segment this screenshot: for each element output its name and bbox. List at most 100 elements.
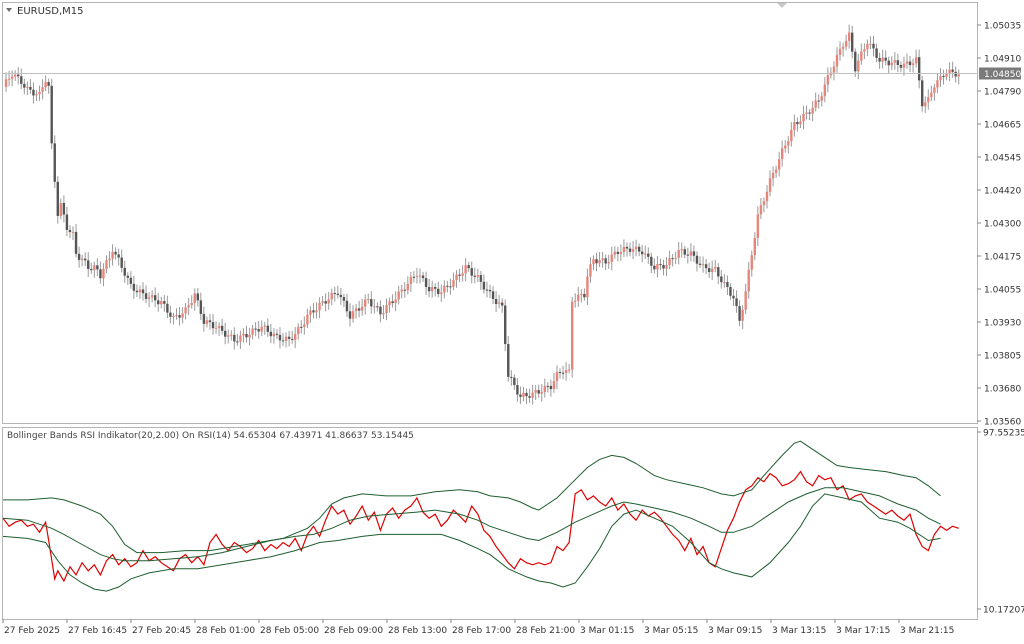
- candle-body: [129, 277, 133, 284]
- candle-body: [434, 287, 437, 289]
- candle-body: [625, 246, 629, 249]
- candle-body: [564, 370, 568, 373]
- candle-body: [13, 74, 17, 77]
- candle-body: [324, 301, 327, 304]
- candle-body: [364, 299, 367, 307]
- candle-body: [415, 275, 419, 277]
- candle-body: [114, 251, 117, 255]
- price-tick-label: 1.04055: [984, 286, 1021, 296]
- candle-body: [269, 331, 273, 337]
- candle-body: [214, 327, 218, 329]
- candle-body: [479, 275, 483, 282]
- candle-body: [924, 102, 927, 107]
- candle-body: [102, 268, 105, 279]
- candle-body: [440, 292, 443, 295]
- candle-body: [297, 326, 300, 334]
- candle-body: [470, 268, 473, 276]
- time-axis: 27 Feb 2025 27 Feb 16:45 27 Feb 20:45 28 Fe…: [2, 619, 954, 636]
- candle-body: [443, 285, 446, 293]
- candle-body: [768, 178, 772, 192]
- candle-body: [160, 301, 163, 305]
- candle-body: [263, 325, 266, 327]
- indicator-line-middle: [2, 487, 941, 562]
- candle-body: [163, 301, 166, 304]
- candle-body: [379, 306, 382, 315]
- candle-body: [832, 66, 836, 73]
- candle-body: [519, 394, 522, 397]
- candle-body: [598, 260, 601, 264]
- candle-body: [245, 333, 248, 338]
- candle-body: [233, 334, 236, 342]
- candle-body: [580, 293, 583, 295]
- candle-body: [686, 254, 690, 256]
- candle-body: [784, 145, 787, 149]
- candle-body: [409, 276, 413, 284]
- candle-body: [595, 259, 598, 264]
- candle-body: [619, 252, 623, 254]
- candle-body: [169, 312, 172, 317]
- candle-body: [723, 282, 726, 284]
- candle-body: [367, 299, 370, 301]
- candle-body: [914, 57, 918, 64]
- candle-body: [647, 253, 650, 257]
- collapse-arrow-icon[interactable]: [6, 8, 12, 12]
- candle-body: [80, 258, 84, 260]
- candle-body: [613, 251, 616, 255]
- candle-body: [300, 326, 303, 328]
- candle-body: [841, 46, 845, 49]
- candle-body: [707, 268, 711, 273]
- candle-body: [150, 295, 154, 298]
- candle-body: [354, 308, 358, 312]
- candle-body: [927, 97, 930, 103]
- candle-body: [41, 87, 44, 92]
- candle-body: [586, 276, 589, 298]
- candle-body: [537, 390, 540, 394]
- candle-body: [403, 289, 406, 291]
- candle-body: [777, 159, 781, 170]
- candle-body: [552, 381, 556, 390]
- price-tick-label: 1.03680: [984, 385, 1021, 395]
- candle-body: [427, 286, 431, 292]
- candle-body: [744, 291, 747, 310]
- candle-body: [294, 333, 297, 340]
- candle-body: [321, 301, 324, 303]
- candle-body: [190, 302, 193, 306]
- price-tick-label: 1.03930: [984, 319, 1021, 329]
- candle-body: [704, 264, 708, 269]
- candle-body: [872, 43, 875, 49]
- candle-body: [421, 275, 425, 279]
- current-price-label: 1.04850: [984, 70, 1021, 80]
- shift-marker-icon[interactable]: [777, 3, 787, 8]
- candle-body: [412, 276, 416, 278]
- candle-body: [589, 264, 592, 277]
- candle-body: [677, 250, 680, 258]
- candle-body: [10, 76, 14, 79]
- candle-body: [394, 299, 397, 304]
- candle-body: [957, 74, 960, 77]
- candle-body: [181, 313, 184, 318]
- candle-body: [543, 385, 546, 393]
- candle-body: [826, 75, 830, 85]
- candle-body: [631, 249, 635, 252]
- candle-body: [732, 295, 735, 299]
- candle-body: [44, 82, 47, 88]
- candle-body: [628, 248, 632, 252]
- candle-body: [284, 336, 288, 341]
- time-tick-label: 27 Feb 2025: [4, 626, 60, 636]
- candle-body: [674, 257, 677, 259]
- candle-body: [857, 60, 860, 72]
- candle-body: [211, 322, 215, 329]
- candle-body: [220, 325, 224, 331]
- candle-body: [7, 78, 11, 80]
- candle-body: [793, 122, 796, 130]
- candle-body: [290, 338, 294, 340]
- candle-body: [948, 69, 951, 74]
- candle-body: [561, 372, 565, 374]
- candle-body: [223, 330, 227, 337]
- time-tick-label: 28 Feb 05:00: [260, 626, 319, 636]
- candle-body: [847, 32, 851, 41]
- candle-body: [510, 376, 513, 378]
- price-tick-label: 1.03560: [984, 418, 1021, 428]
- candle-body: [77, 253, 81, 260]
- candle-body: [491, 291, 495, 299]
